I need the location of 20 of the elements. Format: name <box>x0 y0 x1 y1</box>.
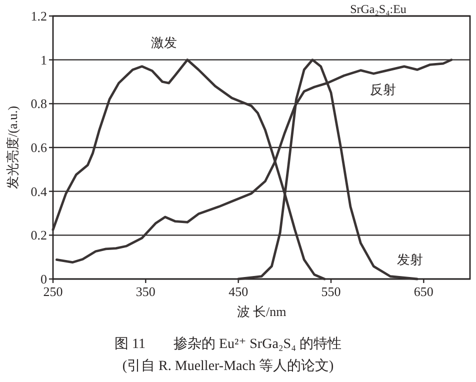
y-tick-label: 1 <box>40 52 47 68</box>
text: 图 11 掺杂的 Eu²⁺ SrGa₂S₄ 的特性 <box>114 336 342 352</box>
chart-subtitle: SrGa₂S₄:Eu <box>350 2 406 16</box>
x-tick-label: 350 <box>136 284 156 299</box>
text: (引自 R. Mueller-Mach 等人的论文) <box>122 358 334 374</box>
y-tick-label: 1.2 <box>30 8 47 24</box>
y-tick-label: 0.2 <box>30 228 47 243</box>
series-label: 激发 <box>151 35 177 50</box>
x-tick-label: 250 <box>43 284 63 299</box>
series-label: 发射 <box>397 252 423 267</box>
series-label: 反射 <box>370 82 396 97</box>
y-axis-title: 发光亮度/(a.u.) <box>5 106 20 190</box>
x-tick-label: 650 <box>414 284 434 299</box>
x-tick-label: 450 <box>228 284 248 299</box>
y-tick-label: 0.4 <box>30 184 48 199</box>
x-tick-label: 550 <box>321 284 341 299</box>
y-tick-label: 0.6 <box>30 140 48 155</box>
y-tick-label: 0.8 <box>30 96 47 112</box>
y-tick-label: 0 <box>40 272 47 286</box>
x-axis-title: 波 长/nm <box>236 304 286 319</box>
